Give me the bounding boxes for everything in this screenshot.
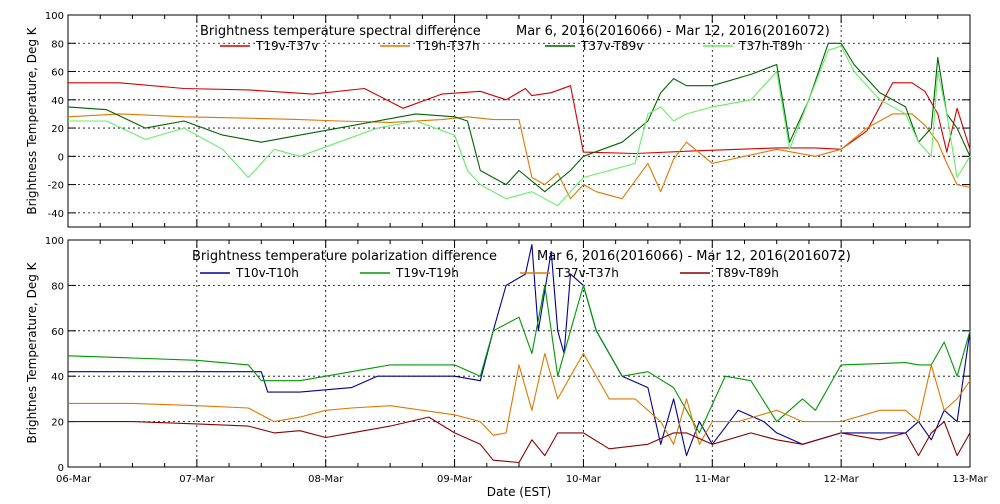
bottom-grid [67, 240, 971, 467]
top-series-line [67, 42, 971, 193]
top-legend-label: T19v-T37v [255, 39, 318, 53]
bottom-legend-label: T19v-T19h [395, 266, 459, 280]
bottom-legend-label: T89v-T89h [715, 266, 779, 280]
top-panel: Brightness temperature spectral differen… [25, 11, 971, 228]
x-tick-label: 08-Mar [308, 474, 344, 485]
top-chart-title: Brightness temperature spectral differen… [200, 24, 481, 39]
top-y-tick-label: 20 [51, 124, 64, 135]
bottom-y-tick-label: 80 [51, 281, 64, 292]
bottom-chart-title: Brightness temperature polarization diff… [192, 249, 497, 264]
bottom-series-line [68, 352, 971, 445]
x-tick-label: 09-Mar [437, 474, 473, 485]
x-tick-label: 06-Mar [56, 474, 92, 485]
bottom-legend-label: T37v-T37h [555, 266, 619, 280]
top-y-tick-label: 0 [58, 152, 64, 163]
bottom-y-tick-label: 60 [51, 327, 64, 338]
bottom-y-axis-label: Brightnes Temperature, Deg K [25, 261, 39, 443]
top-legend-label: T19h-T37h [415, 39, 480, 53]
top-y-ticks: -40 -20 0 20 40 60 80 100 [45, 11, 970, 220]
top-y-tick-label: 100 [45, 11, 64, 22]
bottom-legend-label: T10v-T10h [235, 266, 299, 280]
bottom-chart-date-range: Mar 6, 2016(2016066) - Mar 12, 2016(2016… [537, 249, 851, 264]
bottom-series-line [67, 284, 971, 434]
top-y-tick-label: 80 [51, 39, 64, 50]
bottom-y-tick-label: 40 [51, 372, 64, 383]
top-y-tick-label: 60 [51, 68, 64, 79]
bottom-y-tick-label: 100 [45, 236, 64, 247]
top-series [67, 42, 971, 207]
top-y-tick-label: -40 [48, 209, 64, 220]
top-y-axis-label: Brightness Temperature, Deg K [25, 26, 39, 214]
bottom-y-ticks: 0 20 40 60 80 100 [45, 236, 970, 474]
bottom-panel: Brightness temperature polarization diff… [25, 236, 988, 499]
top-chart-date-range: Mar 6, 2016(2016066) - Mar 12, 2016(2016… [516, 24, 830, 39]
top-legend-label: T37h-T89h [738, 39, 803, 53]
top-series-line [67, 113, 971, 200]
bottom-series [67, 243, 971, 464]
bottom-y-tick-label: 0 [58, 463, 64, 474]
x-tick-label: 10-Mar [566, 474, 602, 485]
x-tick-label: 07-Mar [179, 474, 215, 485]
top-y-tick-label: -20 [48, 181, 64, 192]
bottom-legend: T10v-T10h T19v-T19h T37v-T37h T89v-T89h [200, 266, 779, 280]
bottom-series-line [68, 416, 971, 464]
top-series-line [68, 45, 971, 207]
x-tick-label: 11-Mar [695, 474, 731, 485]
x-axis-label: Date (EST) [487, 485, 551, 499]
bottom-x-ticks: 06-Mar 07-Mar 08-Mar 09-Mar 10-Mar 11-Mar 12-M… [56, 474, 988, 485]
bottom-plot-frame [67, 239, 971, 468]
top-series-line [68, 82, 971, 155]
top-legend: T19v-T37v T19h-T37h T37v-T89v T37h-T89h [220, 39, 803, 53]
x-tick-label: 12-Mar [824, 474, 860, 485]
x-tick-label: 13-Mar [952, 474, 988, 485]
top-y-tick-label: 40 [51, 96, 64, 107]
top-legend-label: T37v-T89v [580, 39, 643, 53]
bottom-y-tick-label: 20 [51, 418, 64, 429]
